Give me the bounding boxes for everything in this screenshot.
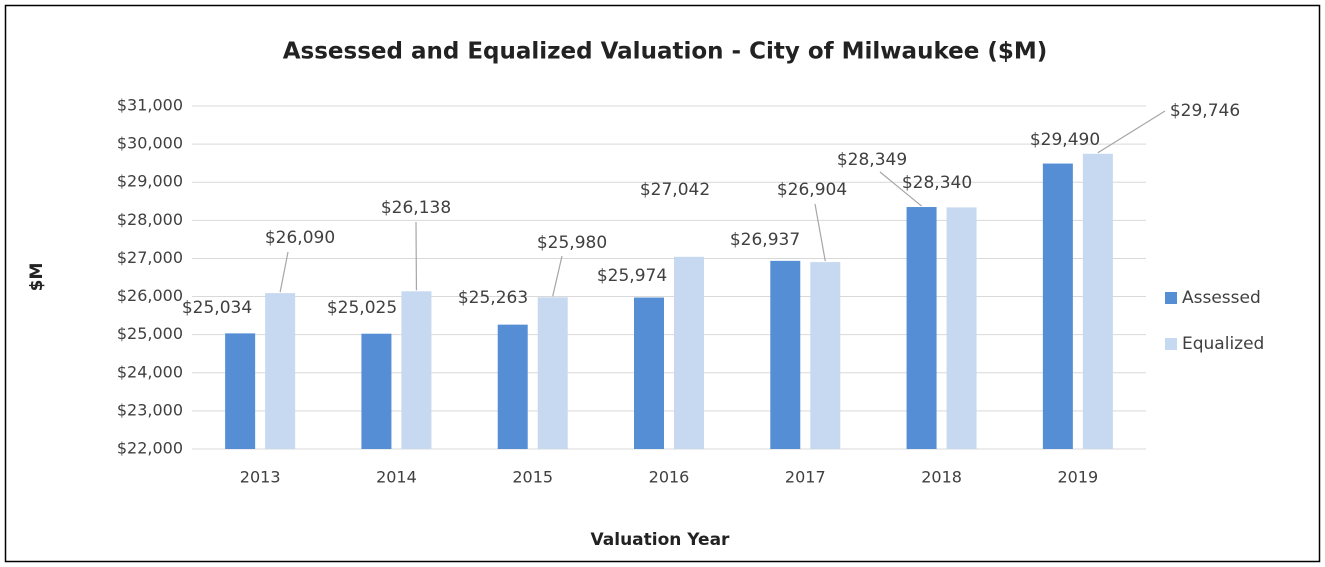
y-tick-label: $22,000 [117, 439, 183, 458]
legend-label: Assessed [1182, 288, 1261, 308]
bar [265, 293, 295, 449]
legend-swatch [1165, 338, 1177, 350]
data-label: $25,263 [458, 288, 528, 308]
bar [1083, 154, 1113, 449]
data-label: $26,904 [777, 180, 847, 200]
x-tick-label: 2015 [512, 468, 553, 487]
y-tick-label: $28,000 [117, 210, 183, 229]
data-label: $26,138 [381, 198, 451, 218]
leader-line [815, 204, 825, 261]
bar [538, 297, 568, 449]
x-tick-label: 2016 [649, 468, 690, 487]
y-tick-label: $31,000 [117, 96, 183, 115]
bar [947, 207, 977, 449]
x-tick-label: 2019 [1057, 468, 1098, 487]
y-tick-label: $29,000 [117, 172, 183, 191]
y-axis-title: $M [27, 263, 47, 292]
y-tick-label: $24,000 [117, 362, 183, 381]
x-tick-label: 2017 [785, 468, 826, 487]
data-label: $29,746 [1170, 101, 1240, 121]
x-tick-label: 2014 [376, 468, 417, 487]
bar [907, 207, 937, 449]
y-tick-label: $26,000 [117, 286, 183, 305]
leader-line [553, 256, 562, 296]
legend-label: Equalized [1182, 334, 1264, 354]
bar [810, 262, 840, 449]
bar [498, 325, 528, 449]
legend-swatch [1165, 292, 1177, 304]
bar [361, 334, 391, 449]
bar [1043, 164, 1073, 449]
x-tick-label: 2013 [240, 468, 281, 487]
data-label: $27,042 [640, 180, 710, 200]
y-tick-label: $23,000 [117, 400, 183, 419]
y-tick-label: $25,000 [117, 324, 183, 343]
leader-line [1098, 111, 1165, 153]
data-label: $25,974 [597, 266, 667, 286]
data-label: $25,025 [327, 298, 397, 318]
data-label: $26,090 [265, 228, 335, 248]
data-label: $28,349 [837, 150, 907, 170]
data-label: $26,937 [730, 230, 800, 250]
bar [225, 333, 255, 449]
y-tick-label: $27,000 [117, 248, 183, 267]
x-tick-label: 2018 [921, 468, 962, 487]
data-label: $25,980 [537, 233, 607, 253]
chart-title: Assessed and Equalized Valuation - City … [283, 39, 1048, 65]
bar [634, 298, 664, 449]
y-tick-label: $30,000 [117, 134, 183, 153]
data-label: $25,034 [182, 298, 252, 318]
bar [770, 261, 800, 449]
bar [401, 291, 431, 449]
data-label: $29,490 [1030, 130, 1100, 150]
data-label: $28,340 [902, 173, 972, 193]
x-axis-title: Valuation Year [591, 530, 731, 550]
bar [674, 257, 704, 449]
